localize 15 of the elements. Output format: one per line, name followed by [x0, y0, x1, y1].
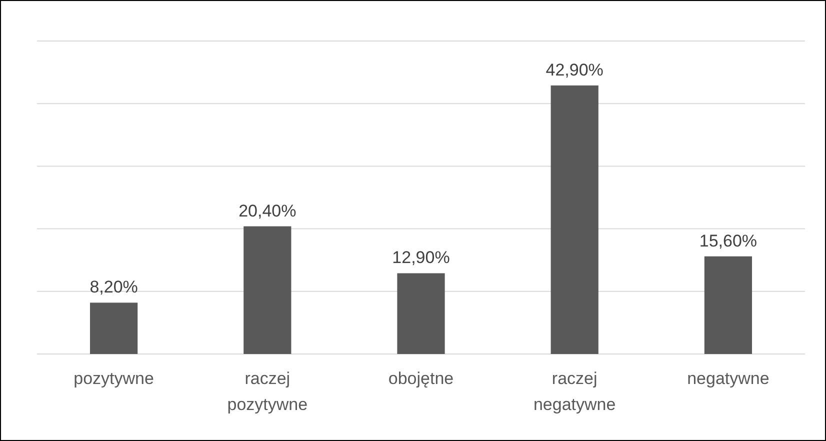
bar	[244, 226, 292, 354]
data-label: 42,90%	[546, 60, 604, 80]
x-tick-label: obojętne	[388, 369, 454, 388]
bar	[704, 256, 752, 354]
data-label: 15,60%	[699, 231, 758, 250]
bar	[90, 302, 138, 354]
bar	[397, 273, 445, 354]
x-tick-label: pozytywne	[74, 369, 154, 388]
x-tick-label: raczej pozytywne	[227, 369, 308, 414]
data-label: 20,40%	[238, 201, 296, 220]
bar	[550, 85, 598, 354]
x-tick-label: negatywne	[687, 369, 770, 388]
data-label: 12,90%	[392, 248, 450, 268]
data-label: 8,20%	[90, 278, 138, 297]
x-tick-label: raczej negatywne	[533, 369, 616, 414]
